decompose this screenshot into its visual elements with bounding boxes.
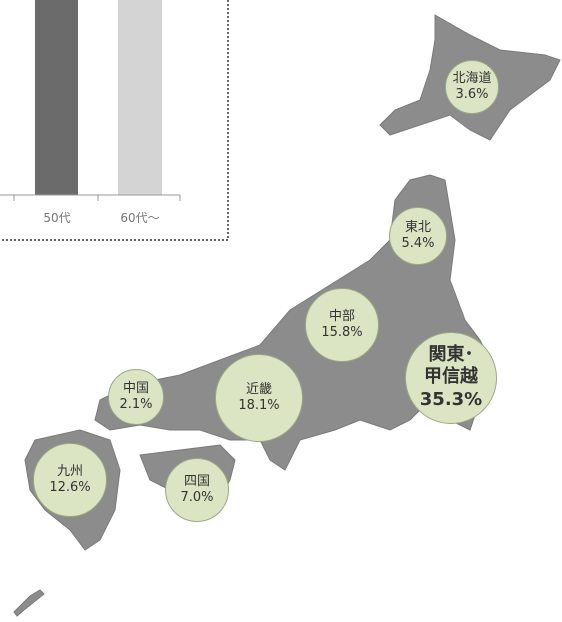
region-bubble: 四国 7.0% [165,458,229,522]
region-bubble: 中部 15.8% [305,288,379,362]
region-bubble: 近畿 18.1% [215,354,303,442]
region-name: 中国 [122,381,149,396]
region-share: 12.6% [49,480,91,495]
region-share: 3.6% [455,87,489,102]
region-share: 15.8% [321,325,363,340]
region-name: 近畿 [245,382,272,397]
x-tick-label: 60代～ [120,211,159,225]
bar [118,0,162,195]
region-name: 東北 [404,220,431,235]
region-share: 18.1% [238,398,280,413]
region-share: 2.1% [119,397,153,412]
x-tick-label: 50代 [43,211,70,225]
region-name: 関東･甲信越 [424,344,478,387]
chart-frame [0,0,229,241]
region-name: 中部 [328,309,355,324]
region-name: 九州 [56,464,83,479]
region-share: 35.3% [419,389,483,410]
region-name: 四国 [183,474,210,489]
region-share: 7.0% [180,490,214,505]
region-bubble: 九州 12.6% [33,443,107,517]
bar-chart-fragment: 50代 60代～ [0,0,229,241]
region-name: 北海道 [452,71,492,86]
okinawa-shape [13,589,45,617]
region-bubble: 関東･甲信越 35.3% [405,332,497,424]
region-share: 5.4% [401,236,435,251]
region-bubble: 東北 5.4% [389,207,447,265]
bar [35,0,78,195]
region-bubble: 北海道 3.6% [445,60,499,114]
region-bubble: 中国 2.1% [108,369,164,425]
